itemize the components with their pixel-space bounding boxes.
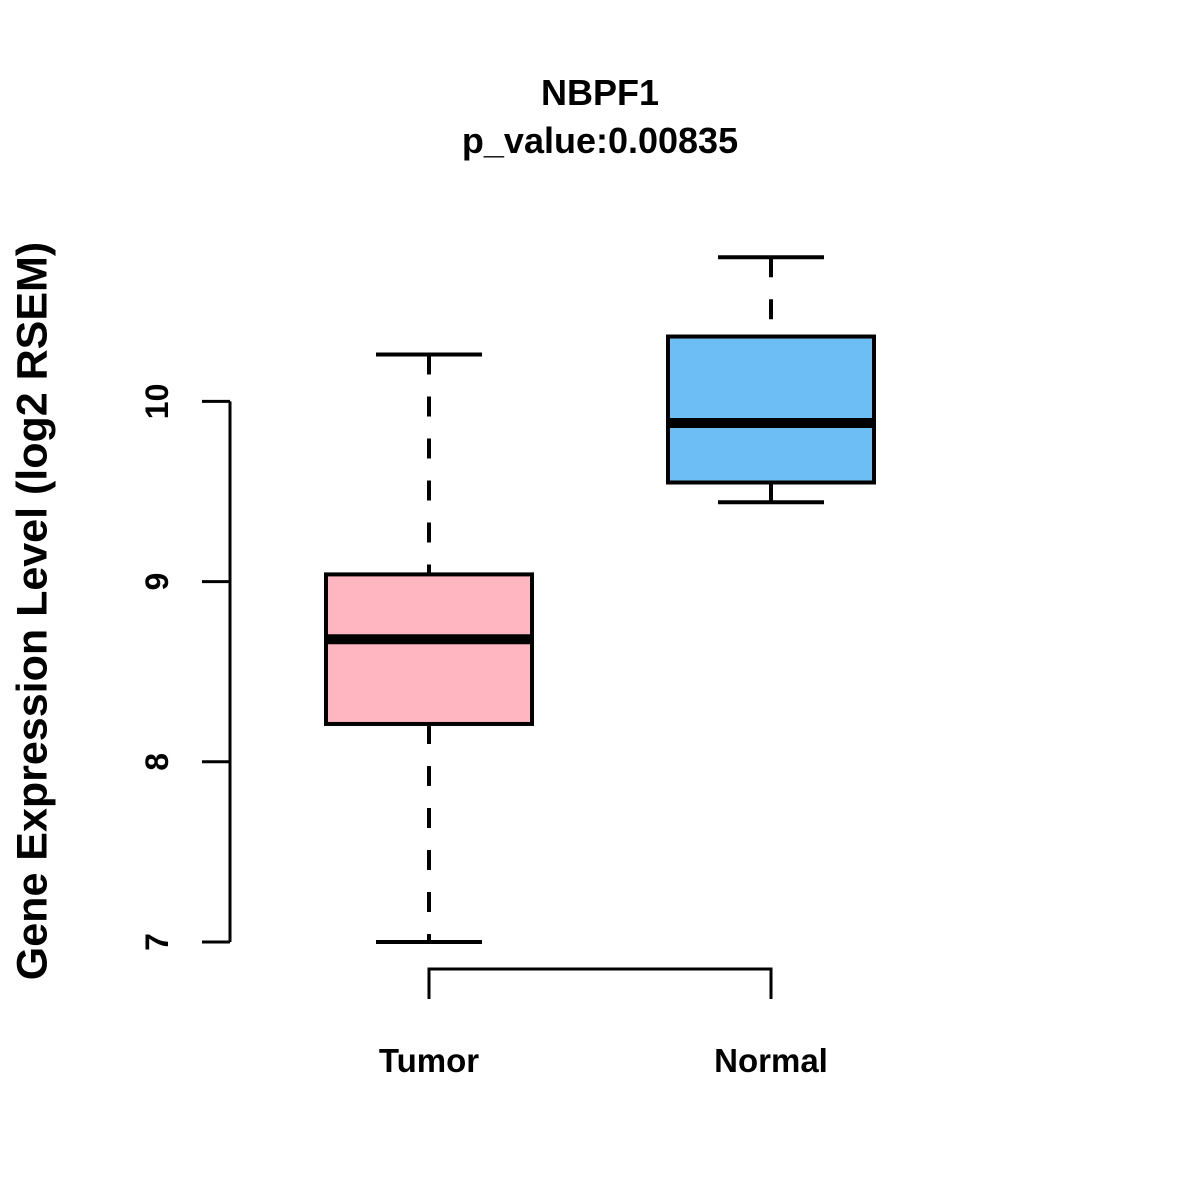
chart-title: NBPF1 [540,72,660,113]
x-label-tumor: Tumor [378,1042,480,1079]
y-axis-tick-label: 10 [139,384,175,420]
normal-box [666,334,876,485]
chart-subtitle-pvalue: p_value:0.00835 [461,120,739,161]
y-axis-tick-label: 9 [139,573,175,591]
tumor-box [324,572,534,726]
y-axis-tick-label: 8 [139,753,175,771]
y-axis-tick-label: 7 [139,933,175,951]
x-label-normal: Normal [714,1042,828,1079]
x-axis-group-bracket [427,967,773,999]
